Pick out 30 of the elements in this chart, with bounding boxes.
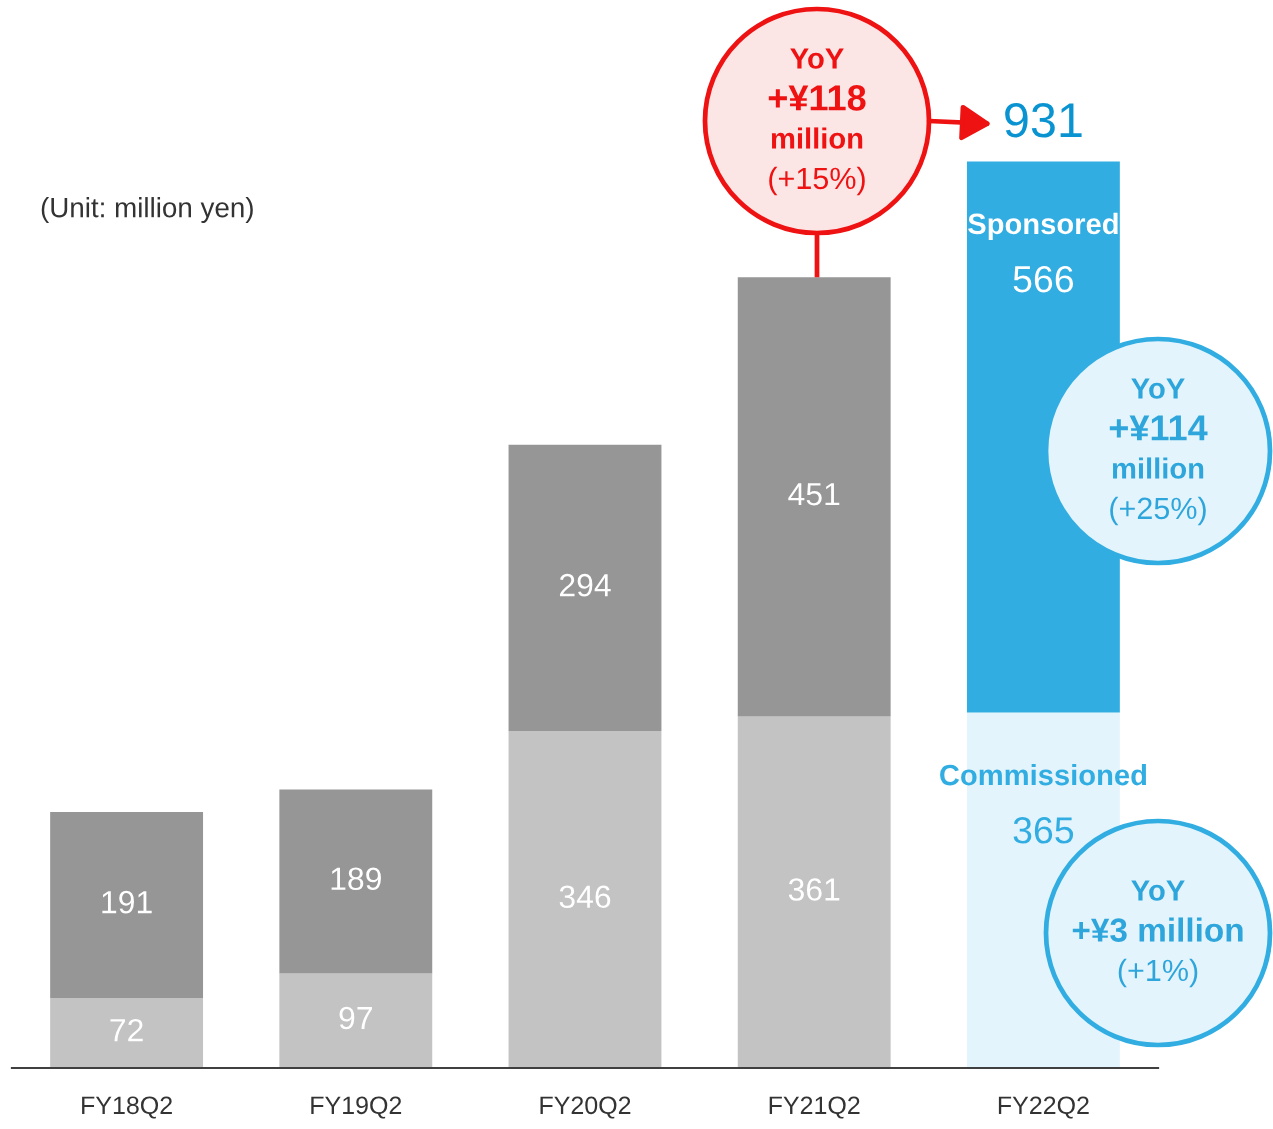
bar: [737, 277, 891, 717]
data-label: 97: [339, 1006, 372, 1030]
x-tick-label: FY22Q2: [998, 1096, 1089, 1119]
x-tick-label: FY20Q2: [540, 1096, 631, 1119]
annotation: YoY +¥118 million (+15%): [768, 48, 866, 196]
x-tick-label: FY19Q2: [311, 1096, 402, 1119]
bar: [737, 716, 891, 1068]
data-label: 451: [788, 483, 840, 506]
data-label: 365: [1013, 817, 1074, 844]
total-label: 931: [1005, 103, 1082, 138]
bar: [50, 811, 204, 998]
annotation: YoY +¥3 million (+1%): [1072, 880, 1243, 988]
x-tick-label: FY18Q2: [82, 1096, 172, 1119]
data-label: 361: [788, 878, 840, 901]
bar: [508, 444, 662, 732]
series-label: Commissioned: [940, 763, 1147, 786]
data-label: 72: [110, 1018, 143, 1042]
data-label: 189: [331, 867, 381, 891]
annotation: YoY +¥114 million (+25%): [1109, 378, 1208, 526]
data-label: 294: [559, 573, 611, 597]
x-tick-label: FY21Q2: [769, 1096, 860, 1119]
data-label: 191: [102, 890, 152, 914]
bar: [279, 973, 433, 1068]
data-label: 566: [1013, 265, 1074, 293]
bar: [50, 997, 204, 1068]
annotation: (Unit: million yen): [41, 197, 253, 223]
bar: [508, 731, 662, 1068]
data-label: 346: [559, 885, 611, 909]
bar: [279, 789, 433, 974]
series-label: Sponsored: [968, 212, 1118, 240]
